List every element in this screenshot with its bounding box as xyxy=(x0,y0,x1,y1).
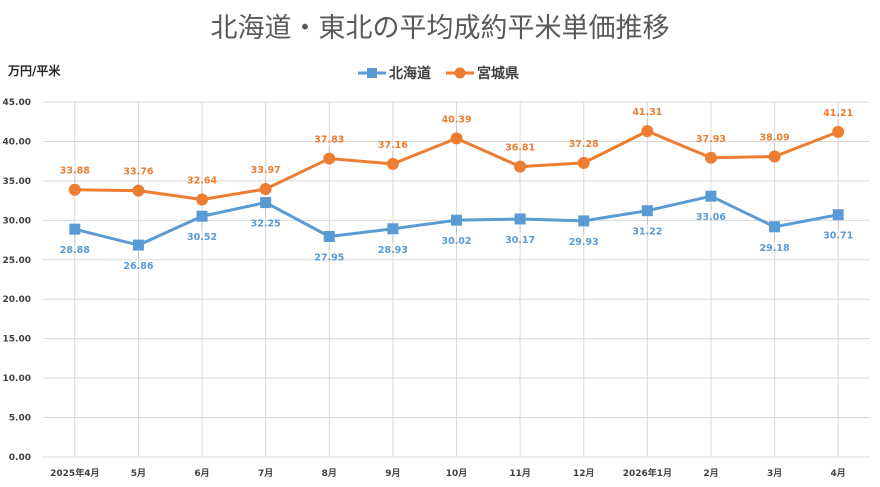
data-label: 31.22 xyxy=(632,227,662,238)
data-point-square xyxy=(705,190,717,202)
x-tick-label: 12月 xyxy=(573,468,595,479)
x-tick-label: 3月 xyxy=(767,468,782,479)
data-point-circle xyxy=(259,183,272,196)
y-tick-label: 15.00 xyxy=(3,335,31,345)
x-tick-label: 2025年4月 xyxy=(50,467,99,479)
data-label: 30.71 xyxy=(823,231,853,242)
x-tick-label: 9月 xyxy=(385,468,400,479)
y-tick-label: 40.00 xyxy=(3,137,31,147)
data-label: 30.02 xyxy=(441,236,471,247)
data-label: 28.88 xyxy=(60,245,90,256)
data-point-circle xyxy=(577,156,590,169)
y-tick-label: 45.00 xyxy=(3,98,31,108)
data-point-square xyxy=(832,209,844,221)
x-tick-label: 11月 xyxy=(509,468,531,479)
data-label: 30.52 xyxy=(187,232,217,243)
data-label: 32.25 xyxy=(251,219,281,230)
y-tick-label: 0.00 xyxy=(9,453,31,463)
data-label: 33.06 xyxy=(696,212,726,223)
legend-square-marker xyxy=(367,68,377,78)
legend-entry: 北海道 xyxy=(389,65,431,82)
data-label: 41.21 xyxy=(823,108,853,119)
data-point-square xyxy=(196,210,208,222)
x-tick-label: 4月 xyxy=(831,468,846,479)
data-point-circle xyxy=(323,152,336,165)
y-tick-label: 30.00 xyxy=(3,216,31,226)
data-point-square xyxy=(323,231,335,243)
y-tick-label: 35.00 xyxy=(3,177,31,187)
y-axis-ticks: 0.00 5.00 10.00 15.00 20.00 25.00 30.00 35.00 40… xyxy=(3,98,31,463)
data-point-square xyxy=(387,223,399,235)
data-point-square xyxy=(578,215,590,227)
gridlines xyxy=(43,101,870,458)
data-point-circle xyxy=(132,184,145,197)
x-axis-ticks: 2025年4月 5月 6月 7月 8月 9月 10月 11月 12月 2026年1月 2月 3月 4月 xyxy=(50,467,846,479)
data-label: 33.97 xyxy=(251,165,281,176)
x-tick-label: 10月 xyxy=(446,468,468,479)
data-label: 28.93 xyxy=(378,245,408,256)
y-tick-label: 25.00 xyxy=(3,256,31,266)
chart-title: 北海道・東北の平均成約平米単価推移 xyxy=(211,13,670,44)
data-label: 37.28 xyxy=(569,139,599,150)
data-label: 37.16 xyxy=(378,140,408,151)
data-label: 40.39 xyxy=(441,114,471,125)
data-label: 37.83 xyxy=(314,135,344,146)
data-point-square xyxy=(769,221,781,233)
y-tick-label: 20.00 xyxy=(3,295,31,305)
data-label: 36.81 xyxy=(505,143,535,154)
data-point-square xyxy=(451,214,462,226)
legend-entry: 宮城県 xyxy=(477,65,519,82)
data-label: 38.09 xyxy=(760,133,790,144)
data-point-circle xyxy=(704,151,717,164)
data-label: 27.95 xyxy=(314,253,344,264)
x-tick-label: 7月 xyxy=(258,468,273,479)
x-tick-label: 5月 xyxy=(131,468,146,479)
series-layer: 33.88 28.88 33.76 26.86 32.64 30.52 33.97 32.25… xyxy=(60,107,853,272)
data-point-circle xyxy=(514,160,527,173)
data-point-circle xyxy=(68,183,81,196)
data-point-circle xyxy=(832,125,845,138)
legend-circle-marker xyxy=(454,67,466,79)
y-axis-unit-label: 万円/平米 xyxy=(7,63,61,78)
legend: 北海道 宮城県 xyxy=(358,65,519,82)
data-label: 26.86 xyxy=(123,261,153,272)
data-point-square xyxy=(260,197,272,209)
x-tick-label: 6月 xyxy=(194,468,209,479)
data-point-circle xyxy=(386,157,399,170)
data-point-square xyxy=(69,223,81,235)
data-point-circle xyxy=(641,125,654,138)
data-point-circle xyxy=(450,132,463,145)
data-label: 33.76 xyxy=(123,167,153,178)
data-label: 41.31 xyxy=(632,107,662,118)
data-label: 29.93 xyxy=(569,237,599,248)
data-label: 29.18 xyxy=(760,243,790,254)
data-point-circle xyxy=(768,150,781,163)
data-label: 30.17 xyxy=(505,235,535,246)
data-point-square xyxy=(641,205,653,217)
x-tick-label: 2026年1月 xyxy=(623,467,672,479)
data-point-square xyxy=(132,239,144,251)
y-tick-label: 10.00 xyxy=(3,374,31,384)
data-label: 33.88 xyxy=(60,166,90,177)
y-tick-label: 5.00 xyxy=(9,414,31,424)
x-tick-label: 8月 xyxy=(322,468,337,479)
data-point-square xyxy=(514,213,526,225)
data-label: 37.93 xyxy=(696,134,726,145)
data-point-circle xyxy=(196,193,209,206)
data-label: 32.64 xyxy=(187,176,217,187)
x-tick-label: 2月 xyxy=(703,468,718,479)
